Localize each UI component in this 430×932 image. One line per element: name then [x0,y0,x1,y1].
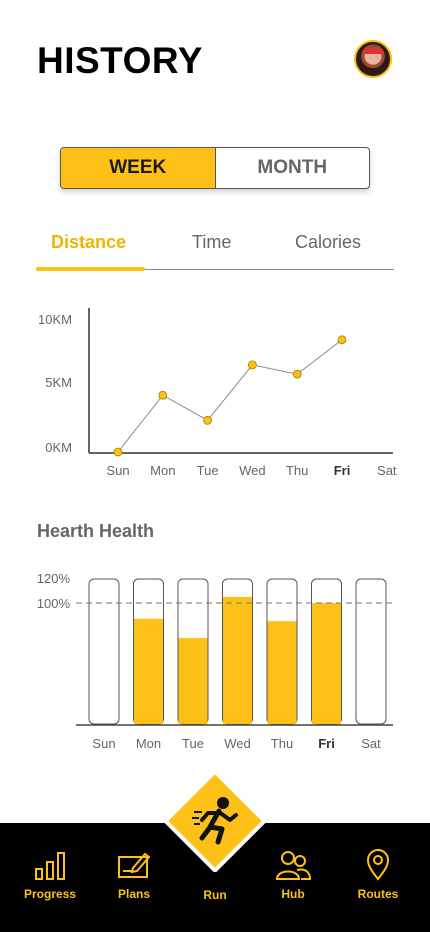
x-tick-label: Sun [92,736,115,751]
week-toggle-button[interactable]: WEEK [61,148,215,188]
run-button[interactable] [162,768,268,874]
page-title: HISTORY [37,40,203,81]
nav-label-plans: Plans [117,887,150,901]
x-tick-label: Tue [197,463,219,478]
distance-data-point [247,360,257,370]
tab-calories[interactable]: Calories [295,232,362,252]
heart-health-bar-track [88,578,120,725]
heart-health-bar [267,621,297,724]
y-tick-label: 10KM [38,312,72,327]
tab-distance[interactable]: Distance [51,232,127,252]
x-tick-label: Tue [182,736,204,751]
tabs-divider [36,269,394,270]
y-tick-label: 100% [37,596,71,611]
x-tick-label: Thu [271,736,293,751]
x-tick-label: Sat [377,463,397,478]
distance-data-point [113,447,123,457]
nav-item-plans[interactable]: Plans [94,849,174,901]
metric-tabs: Distance Time Calories [36,226,394,271]
tab-active-indicator [36,267,145,271]
nav-item-progress[interactable]: Progress [10,849,90,901]
distance-data-point [337,335,347,345]
nav-label-hub: Hub [281,887,305,901]
heart-health-bar-track [133,578,164,725]
heart-health-bar [223,596,252,724]
heart-health-bar-track [222,578,253,725]
x-tick-label: Sun [106,463,129,478]
nav-label-run: Run [203,888,227,902]
users-icon [275,851,311,880]
distance-data-point [203,415,213,425]
y-tick-label: 0KM [45,440,72,455]
x-tick-label: Fri [334,463,351,478]
distance-series-line [117,339,343,453]
x-tick-label: Mon [150,463,175,478]
month-toggle-button[interactable]: MONTH [214,148,370,188]
y-tick-label: 5KM [45,375,72,390]
x-tick-label: Mon [136,736,161,751]
nav-item-routes[interactable]: Routes [338,849,418,901]
heart-health-bar [134,618,163,724]
heart-health-bar-track [311,578,342,725]
x-tick-label: Fri [318,736,335,751]
edit-card-icon [118,852,151,878]
heart-health-bar-track [177,578,209,725]
nav-label-routes: Routes [357,887,399,901]
map-pin-icon [366,849,390,881]
y-tick-label: 120% [37,571,71,586]
heart-health-bar-chart: Sun Mon Tue Wed Thu Fri Sat 120% 100% [37,571,393,751]
nav-item-hub[interactable]: Hub [253,849,333,901]
distance-data-point [158,390,168,400]
chart-title-heart-health: Hearth Health [37,521,155,541]
nav-label-progress: Progress [23,887,77,901]
heart-health-bar [178,638,208,724]
heart-health-bar-track [266,578,298,725]
run-button-diamond [162,768,268,874]
bar-chart-icon [35,852,65,880]
tab-time[interactable]: Time [192,232,232,252]
period-toggle: WEEK MONTH [60,147,370,189]
x-tick-label: Wed [239,463,266,478]
x-tick-label: Sat [361,736,381,751]
distance-data-point [292,369,302,379]
running-person-icon [192,797,238,845]
x-tick-label: Wed [224,736,251,751]
avatar[interactable] [354,40,392,78]
heart-health-bar [312,603,341,724]
x-tick-label: Thu [286,463,308,478]
heart-health-bar-track [355,578,387,725]
